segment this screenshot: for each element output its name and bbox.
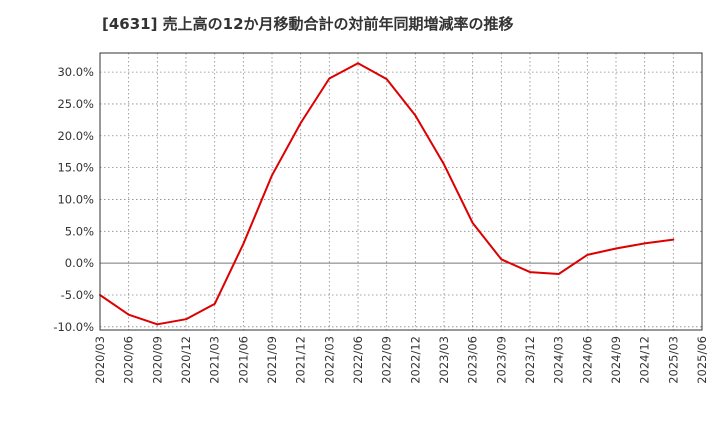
x-tick-label: 2024/09 — [609, 336, 623, 384]
x-tick-label: 2025/06 — [695, 336, 709, 384]
x-tick-label: 2025/03 — [666, 336, 680, 384]
x-tick-label: 2021/03 — [208, 336, 222, 384]
x-tick-label: 2024/12 — [638, 336, 652, 384]
x-tick-label: 2021/06 — [236, 336, 250, 384]
x-tick-label: 2020/09 — [150, 336, 164, 384]
x-tick-label: 2022/06 — [351, 336, 365, 384]
y-tick-label: 30.0% — [57, 65, 94, 79]
x-tick-label: 2020/12 — [179, 336, 193, 384]
x-tick-label: 2020/06 — [122, 336, 136, 384]
x-tick-label: 2023/06 — [466, 336, 480, 384]
y-axis-ticks: -10.0% -5.0% 0.0% 5.0% 10.0% 15.0% 20.0% 25.0% 3… — [53, 65, 94, 334]
y-tick-label: 20.0% — [57, 129, 94, 143]
plot-area — [100, 53, 702, 330]
y-tick-label: 0.0% — [65, 256, 94, 270]
y-tick-label: -10.0% — [53, 320, 94, 334]
x-tick-label: 2022/09 — [380, 336, 394, 384]
plot-frame — [99, 52, 703, 331]
grid-lines — [100, 53, 702, 330]
y-tick-label: 25.0% — [57, 97, 94, 111]
x-tick-label: 2021/09 — [265, 336, 279, 384]
x-tick-label: 2021/12 — [294, 336, 308, 384]
y-tick-label: 10.0% — [57, 192, 94, 206]
x-tick-label: 2023/09 — [494, 336, 508, 384]
x-tick-label: 2023/12 — [523, 336, 537, 384]
y-tick-label: -5.0% — [61, 288, 94, 302]
series-layer — [99, 62, 675, 326]
y-tick-label: 15.0% — [57, 161, 94, 175]
y-tick-label: 5.0% — [65, 224, 94, 238]
x-axis-ticks: 2020/03 2020/06 2020/09 2020/12 2021/03 2021/… — [93, 336, 709, 384]
x-tick-label: 2020/03 — [93, 336, 107, 384]
chart-title: [4631] 売上高の12か月移動合計の対前年同期増減率の推移 — [102, 15, 514, 33]
x-tick-label: 2024/03 — [552, 336, 566, 384]
x-tick-label: 2022/12 — [408, 336, 422, 384]
x-tick-label: 2022/03 — [322, 336, 336, 384]
x-tick-label: 2023/03 — [437, 336, 451, 384]
x-tick-label: 2024/06 — [580, 336, 594, 384]
